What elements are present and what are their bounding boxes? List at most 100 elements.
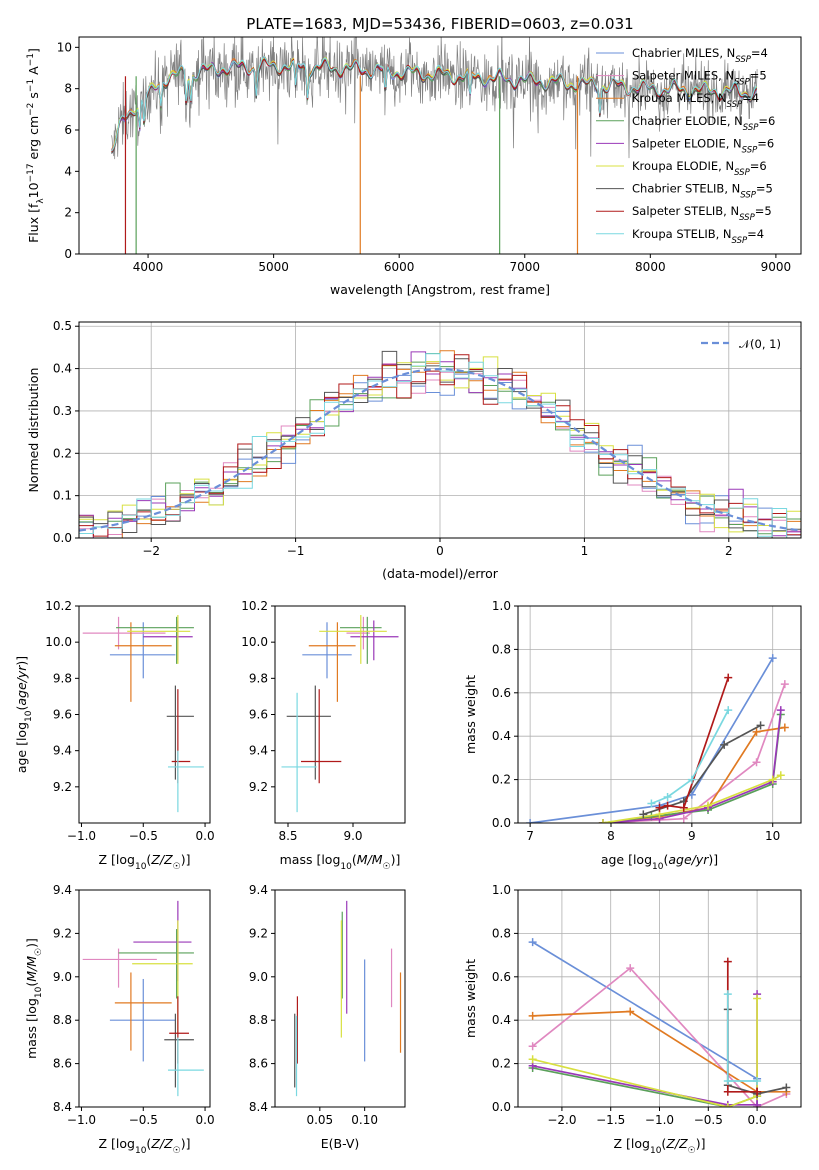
label-part: ☉ xyxy=(173,862,181,872)
label-part: Z [log xyxy=(99,852,135,867)
x-tick-label: 9 xyxy=(688,829,696,843)
x-tick-label: 6000 xyxy=(384,260,415,274)
y-tick-label: 1.0 xyxy=(492,599,511,613)
label-part: Z/Z xyxy=(150,1136,173,1151)
y-tick-label: 10.2 xyxy=(45,599,72,613)
mass-weight-marker xyxy=(753,1076,762,1085)
label-part: A xyxy=(26,66,41,79)
x-tick-label: −0.5 xyxy=(129,1113,158,1127)
label-part: age/yr xyxy=(668,852,709,867)
mass-weight-marker xyxy=(753,994,762,1003)
figure-title: PLATE=1683, MJD=53436, FIBERID=0603, z=0… xyxy=(246,15,633,33)
legend-sub: SSP xyxy=(740,191,756,201)
x-tick-label: 0.05 xyxy=(306,1113,333,1127)
legend-label: Chabrier MILES, NSSP=4 xyxy=(632,46,768,65)
y-axis-label: mass weight xyxy=(463,959,478,1038)
legend-text: Salpeter STELIB, N xyxy=(632,204,739,218)
legend-text: Kroupa MILES, N xyxy=(632,91,727,105)
label-part: ( xyxy=(24,982,39,987)
mass-weight-line xyxy=(529,657,774,823)
x-tick-label: 7 xyxy=(526,829,534,843)
legend-sub: SSP xyxy=(742,145,758,155)
x-tick-label: −1.0 xyxy=(67,829,96,843)
mass-weight-marker xyxy=(526,819,535,823)
plot-frame xyxy=(78,36,802,255)
y-tick-label: 0.4 xyxy=(492,729,511,743)
label-part: ☉ xyxy=(34,948,44,956)
mass-weight-marker xyxy=(528,1011,537,1020)
mass-weight-marker xyxy=(723,957,732,966)
mass-weight-line xyxy=(659,677,730,809)
y-tick-label: 9.4 xyxy=(249,744,268,758)
x-tick-label: 9000 xyxy=(761,260,792,274)
y-tick-label: 0.5 xyxy=(53,319,72,333)
panel-spectrum: 4000 5000 6000 7000 8000 9000 0 2 4 6 8 10 wavelengt… xyxy=(26,36,802,297)
mass-weight-marker xyxy=(528,1042,537,1051)
legend-label: Kroupa MILES, NSSP=4 xyxy=(632,91,759,110)
legend-count: =4 xyxy=(742,91,759,105)
mass-weight-line xyxy=(651,709,729,805)
legend-label: Kroupa ELODIE, NSSP=6 xyxy=(632,159,767,178)
y-tick-label: 0.3 xyxy=(53,404,72,418)
panel-mass_vs_ebv: 0.05 0.10 8.4 8.6 8.8 9.0 9.2 9.4 E(B-V) xyxy=(249,883,406,1151)
panel-age_vs_Z: −1.0 −0.5 0.09.29.49.69.810.010.2Z [log10(… xyxy=(14,599,215,872)
legend-label: Kroupa STELIB, NSSP=4 xyxy=(632,227,764,246)
legend-label: 𝒩(0, 1) xyxy=(739,337,781,351)
mass-weight-marker xyxy=(782,1083,791,1092)
mass-weight-marker xyxy=(679,803,688,812)
mass-weight-marker xyxy=(626,964,635,973)
label-part: −1 xyxy=(26,53,36,66)
y-tick-label: 0 xyxy=(64,247,72,261)
mass-weight-marker xyxy=(724,706,733,715)
legend-count: =6 xyxy=(758,114,775,128)
y-axis-label: mass [log10(M/M☉)] xyxy=(24,938,44,1059)
legend-text: Salpeter MILES, N xyxy=(632,69,734,83)
label-part: 10 xyxy=(24,710,34,722)
label-part: )] xyxy=(696,1136,706,1151)
mass-weight-marker xyxy=(752,727,761,736)
mass-weight-line xyxy=(532,1010,787,1093)
legend-label: Salpeter MILES, NSSP=5 xyxy=(632,69,767,88)
label-part: Z [log xyxy=(99,1136,135,1151)
y-tick-label: 9.4 xyxy=(249,883,268,897)
mass-weight-marker xyxy=(723,1103,732,1107)
legend-sub: SSP xyxy=(734,78,750,88)
label-part: 10 xyxy=(135,1146,147,1156)
x-axis-label: wavelength [Angstrom, rest frame] xyxy=(330,282,550,297)
label-part: M/M xyxy=(24,956,39,982)
x-tick-label: 8.5 xyxy=(278,829,297,843)
label-part: ( xyxy=(146,1136,151,1151)
label-part: age/yr xyxy=(14,665,29,706)
mass-weight-marker xyxy=(647,799,656,808)
label-part: λ xyxy=(36,198,46,204)
y-tick-label: 8 xyxy=(64,82,72,96)
mass-weight-marker xyxy=(753,1087,762,1096)
y-tick-label: 8.6 xyxy=(53,1057,72,1071)
x-tick-label: 0.0 xyxy=(196,829,215,843)
x-tick-label: −1.0 xyxy=(67,1113,96,1127)
mass-weight-marker xyxy=(752,758,761,767)
mass-weight-marker xyxy=(687,775,696,784)
legend-label: Chabrier STELIB, NSSP=5 xyxy=(632,182,773,201)
label-part: Flux [f xyxy=(26,203,41,243)
legend-text: Kroupa STELIB, N xyxy=(632,227,732,241)
y-tick-label: 9.2 xyxy=(53,926,72,940)
model-spectrum-line xyxy=(111,55,757,152)
plot-area-residuals xyxy=(79,350,801,538)
y-tick-label: 8.6 xyxy=(249,1057,268,1071)
legend-sub: SSP xyxy=(743,123,759,133)
legend-label: Chabrier ELODIE, NSSP=6 xyxy=(632,114,775,133)
y-axis-label: Normed distribution xyxy=(26,368,41,493)
legend-entry: Chabrier MILES, NSSP=4 xyxy=(596,46,768,65)
y-tick-label: 1.0 xyxy=(492,883,511,897)
label-part: )] xyxy=(14,656,29,666)
y-tick-label: 9.6 xyxy=(249,708,268,722)
plot-frame xyxy=(274,889,406,1108)
panel-massweight_vs_Z: −2.0 −1.5 −1.0 −0.5 0.0 0.0 0.2 0.4 0.6 0.8 1.0 Z [… xyxy=(463,883,802,1156)
x-tick-label: 8000 xyxy=(635,260,666,274)
plot-area-mass_vs_Z xyxy=(82,900,204,1097)
plot-area-massweight_vs_Z xyxy=(528,938,791,1107)
legend-sub: SSP xyxy=(727,100,743,110)
y-tick-label: 0.6 xyxy=(492,686,511,700)
